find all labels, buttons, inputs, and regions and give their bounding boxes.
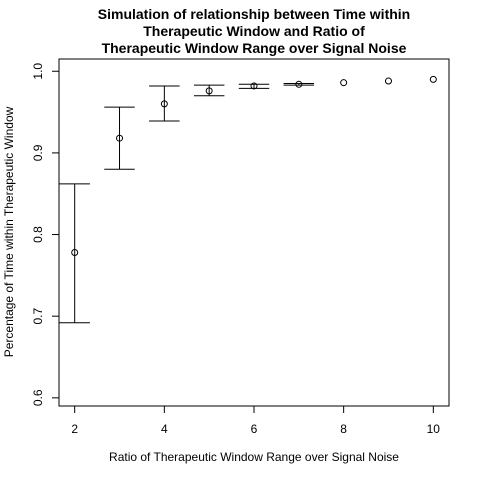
chart-title-line-1: Simulation of relationship between Time …	[98, 6, 410, 22]
y-tick-label: 0.8	[31, 226, 45, 243]
error-bars	[59, 82, 315, 324]
data-points	[71, 75, 437, 257]
data-point	[429, 75, 437, 83]
chart-title-line-3: Therapeutic Window Range over Signal Noi…	[102, 40, 407, 56]
data-point	[295, 80, 303, 88]
data-point	[340, 79, 348, 87]
plot-frame	[58, 58, 450, 407]
x-tick-label: 8	[340, 422, 347, 436]
data-point	[384, 77, 392, 85]
y-tick-label: 0.7	[31, 308, 45, 325]
y-tick-label: 0.6	[31, 389, 45, 406]
x-tick-label: 10	[427, 422, 441, 436]
data-point	[160, 100, 168, 108]
y-tick-label: 1.0	[31, 63, 45, 80]
y-tick-label: 0.9	[31, 144, 45, 161]
chart-title-line-2: Therapeutic Window and Ratio of	[143, 23, 365, 39]
data-point	[250, 82, 258, 90]
y-axis: 0.6 0.7 0.8 0.9 1.0	[31, 63, 59, 406]
x-tick-label: 4	[161, 422, 168, 436]
data-point	[205, 87, 213, 95]
data-point	[71, 249, 79, 257]
data-point	[116, 134, 124, 142]
x-tick-label: 6	[251, 422, 258, 436]
x-axis-label: Ratio of Therapeutic Window Range over S…	[109, 450, 399, 464]
x-axis: 2 4 6 8 10	[71, 406, 440, 436]
y-axis-label: Percentage of Time within Therapeutic Wi…	[2, 106, 16, 357]
x-tick-label: 2	[71, 422, 78, 436]
